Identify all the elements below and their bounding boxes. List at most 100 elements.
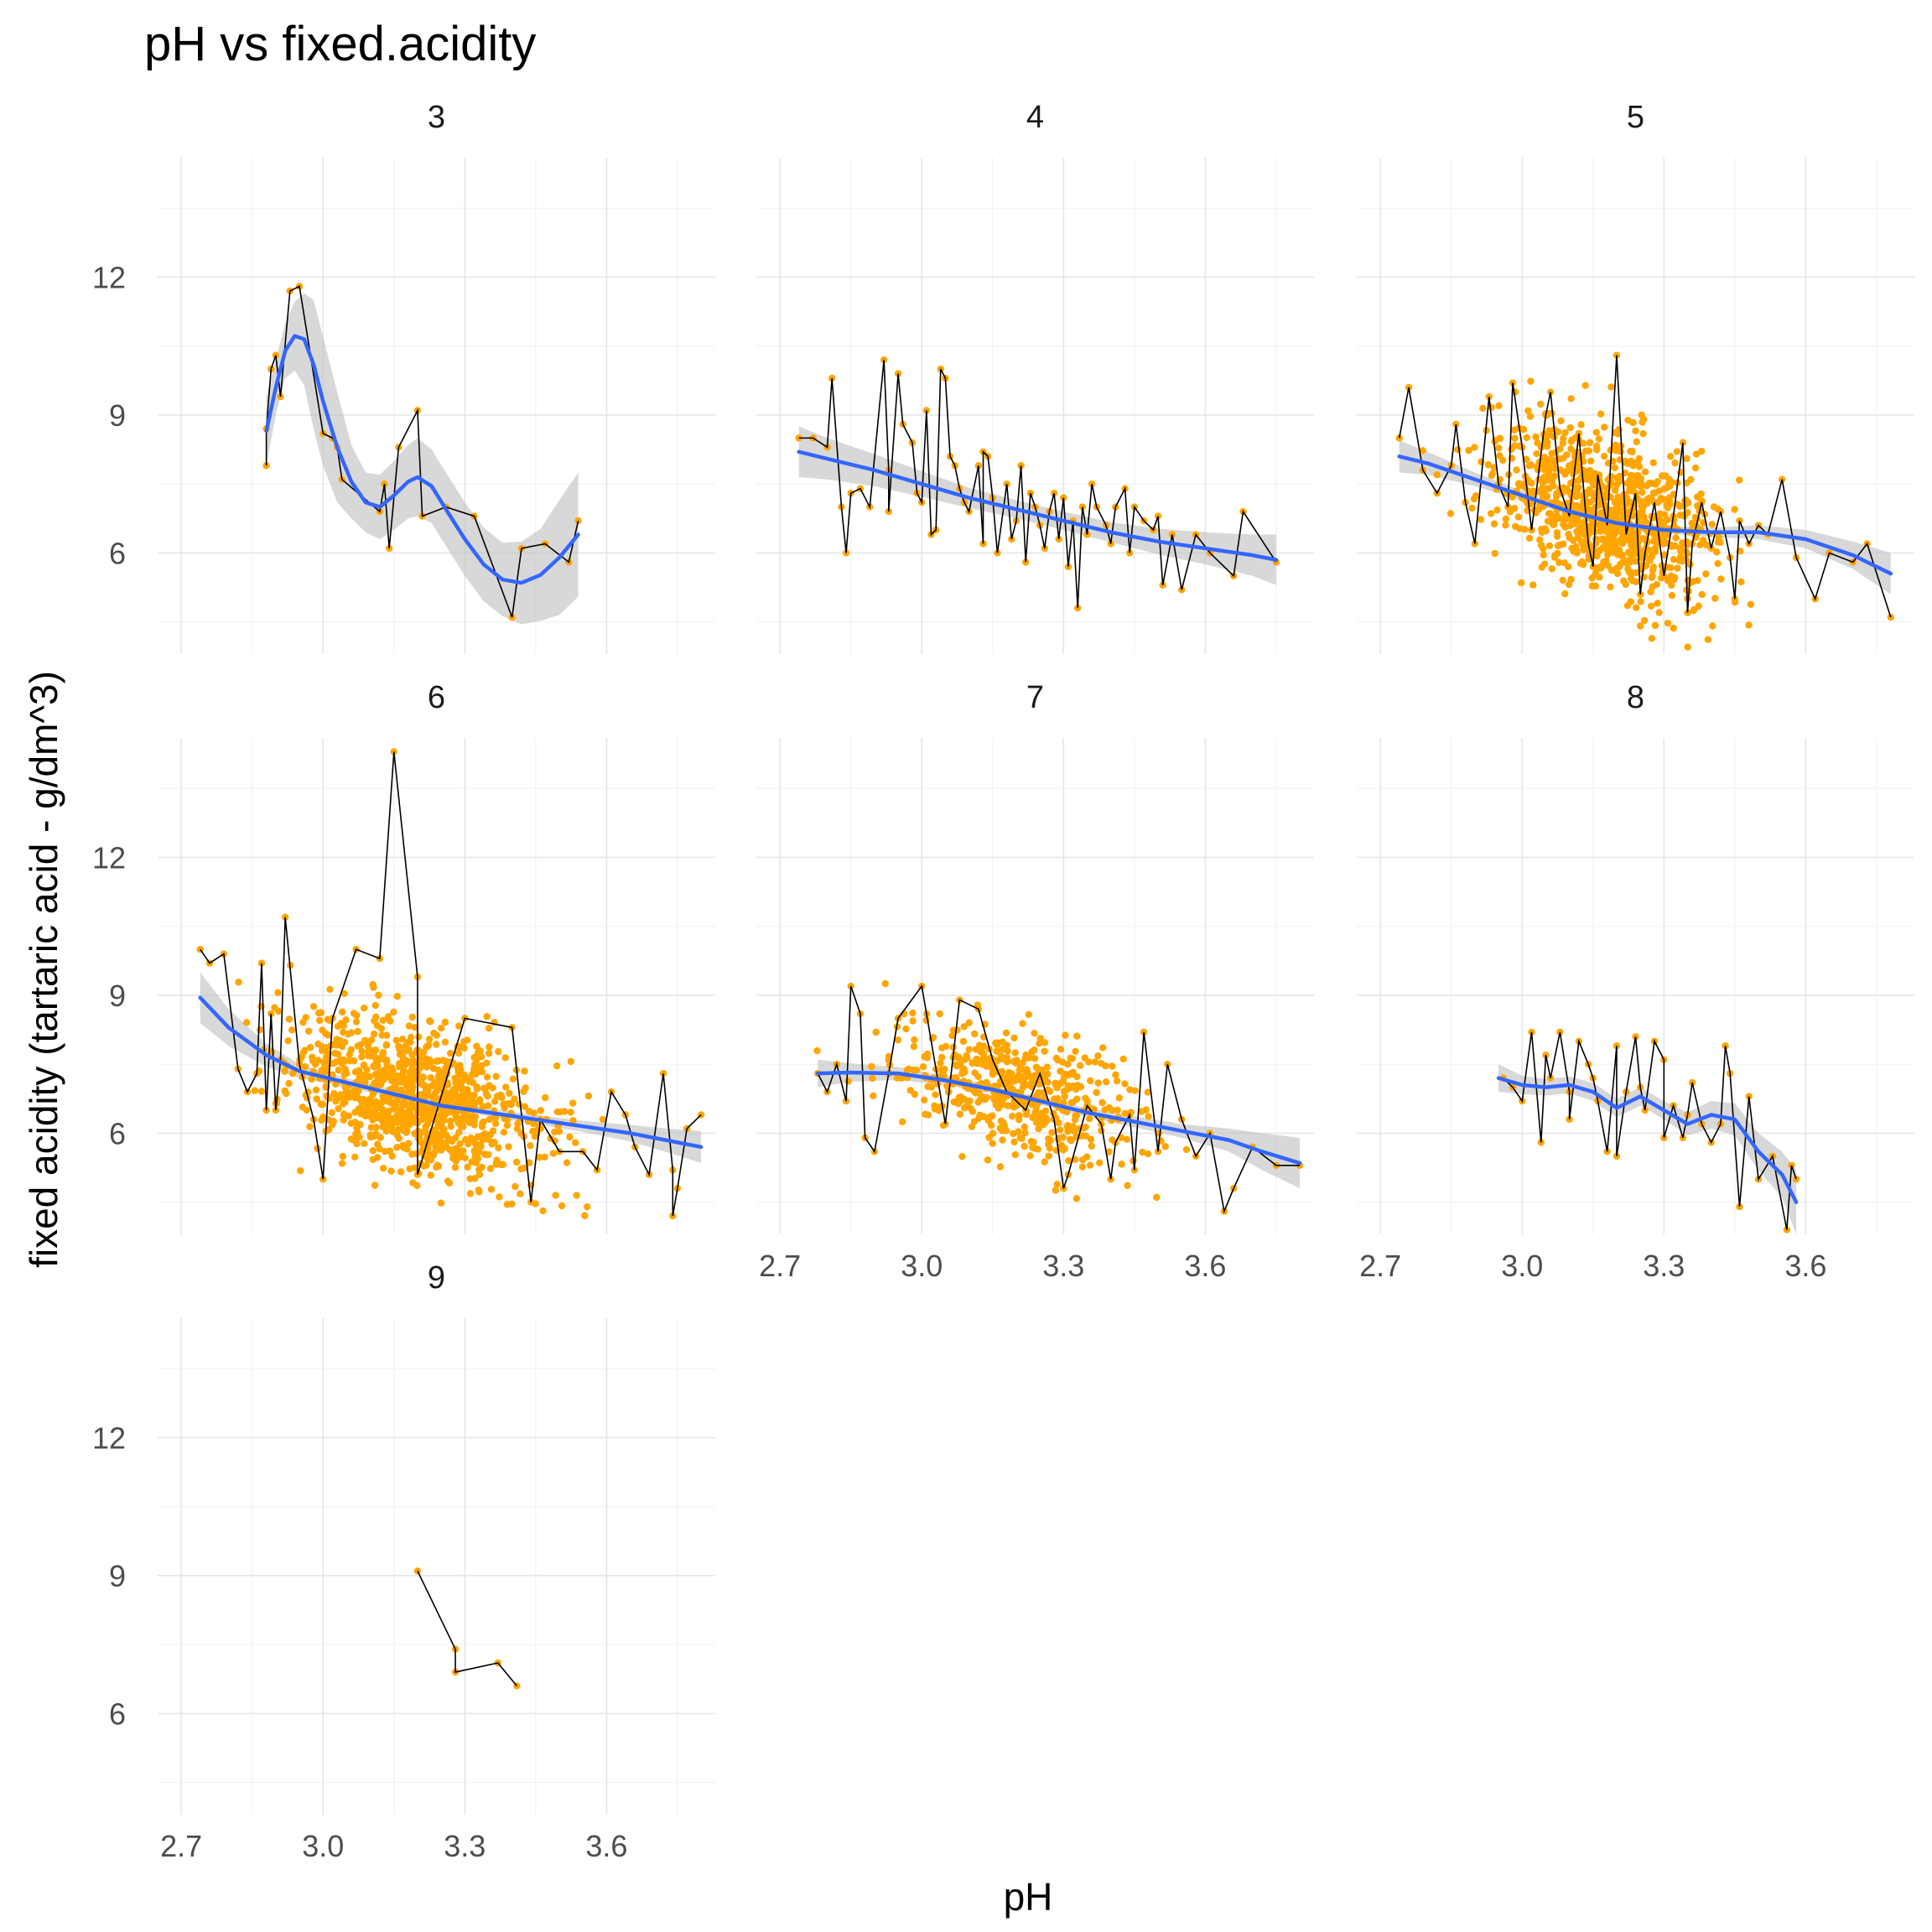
data-point xyxy=(314,1057,322,1064)
data-point xyxy=(1527,377,1535,385)
data-point xyxy=(1060,1088,1068,1095)
data-point xyxy=(1446,510,1455,517)
data-point xyxy=(1684,643,1691,651)
data-point xyxy=(1561,428,1569,437)
data-point xyxy=(1644,495,1651,503)
data-point xyxy=(341,1083,349,1091)
data-point xyxy=(1064,1122,1072,1130)
data-point xyxy=(457,1147,465,1156)
data-point xyxy=(1592,582,1600,590)
data-point xyxy=(370,984,377,991)
data-point xyxy=(358,1053,366,1061)
data-point xyxy=(1124,1182,1131,1190)
data-point xyxy=(444,1177,452,1185)
data-point xyxy=(354,1129,361,1136)
data-point xyxy=(1072,1047,1079,1056)
data-point xyxy=(893,1074,901,1082)
data-point xyxy=(1576,524,1583,532)
data-point xyxy=(284,1036,292,1045)
data-point xyxy=(465,1119,474,1126)
data-point xyxy=(372,1124,380,1131)
data-point xyxy=(1603,528,1611,536)
data-point xyxy=(1634,471,1642,480)
data-point xyxy=(1745,621,1753,629)
data-point xyxy=(1554,542,1562,550)
data-point xyxy=(502,1083,510,1091)
data-point xyxy=(1683,454,1690,463)
x-tick-label: 3.0 xyxy=(1501,1249,1543,1283)
data-point xyxy=(370,1030,378,1038)
data-point xyxy=(1692,450,1701,458)
data-point xyxy=(936,1010,943,1018)
data-point xyxy=(1078,1163,1087,1171)
data-point xyxy=(531,1133,539,1140)
data-point xyxy=(1683,538,1690,546)
data-point xyxy=(371,1182,379,1189)
data-point xyxy=(1640,616,1649,625)
data-point xyxy=(402,1101,409,1109)
y-tick-label: 12 xyxy=(92,1421,126,1456)
data-point xyxy=(455,1129,463,1136)
data-point xyxy=(990,1095,998,1103)
data-point xyxy=(813,1046,821,1055)
data-point xyxy=(1613,569,1622,578)
data-point xyxy=(288,1069,297,1078)
data-point xyxy=(1708,521,1716,528)
data-point xyxy=(1560,484,1567,491)
data-point xyxy=(309,1003,318,1010)
data-point xyxy=(436,1123,444,1130)
data-point xyxy=(488,1140,496,1148)
data-point xyxy=(1094,1052,1102,1060)
data-point xyxy=(507,1100,515,1109)
data-point xyxy=(1530,581,1537,589)
data-point xyxy=(942,1042,950,1051)
data-point xyxy=(363,1072,371,1080)
data-point xyxy=(563,1159,571,1166)
data-point xyxy=(456,1140,464,1148)
data-point xyxy=(323,1092,331,1100)
data-point xyxy=(486,1115,493,1124)
data-point xyxy=(351,1153,359,1161)
facet-panel-7: 7 2.7 3.0 3.3 3.6 xyxy=(756,680,1314,1283)
data-point xyxy=(989,1140,996,1147)
data-point xyxy=(1514,513,1522,521)
data-point xyxy=(1056,1126,1064,1134)
data-point xyxy=(1600,560,1608,568)
facet-panel-3: 3 6 9 12 xyxy=(92,100,715,654)
data-point xyxy=(341,1065,349,1072)
data-point xyxy=(371,1063,378,1071)
data-point xyxy=(1613,480,1621,489)
x-tick-label: 3.3 xyxy=(444,1829,486,1863)
data-point xyxy=(1513,466,1520,474)
data-point xyxy=(429,1064,438,1072)
data-point xyxy=(411,1114,419,1121)
data-point xyxy=(433,1057,440,1065)
data-point xyxy=(1670,575,1678,584)
data-point xyxy=(1119,1055,1127,1063)
data-point xyxy=(482,1090,491,1098)
data-point xyxy=(1498,456,1507,465)
data-point xyxy=(441,1018,449,1026)
data-point xyxy=(1593,496,1602,503)
data-point xyxy=(508,1200,516,1208)
data-point xyxy=(1098,1127,1105,1135)
data-point xyxy=(466,1190,475,1197)
data-point xyxy=(584,1092,593,1100)
data-point xyxy=(1544,439,1551,447)
data-point xyxy=(1496,434,1504,443)
data-point xyxy=(984,1156,992,1164)
data-point xyxy=(567,1109,574,1116)
data-point xyxy=(1698,590,1706,599)
data-point xyxy=(1593,548,1602,556)
data-point xyxy=(1021,1129,1029,1137)
data-point xyxy=(999,1136,1006,1144)
data-point xyxy=(1082,1094,1089,1102)
data-point xyxy=(1660,551,1668,559)
smooth-line xyxy=(1496,1076,1799,1204)
data-point xyxy=(1664,577,1672,584)
data-point xyxy=(1604,540,1612,548)
data-point xyxy=(415,1033,423,1041)
data-point xyxy=(1641,468,1649,476)
data-point xyxy=(1087,1135,1095,1143)
